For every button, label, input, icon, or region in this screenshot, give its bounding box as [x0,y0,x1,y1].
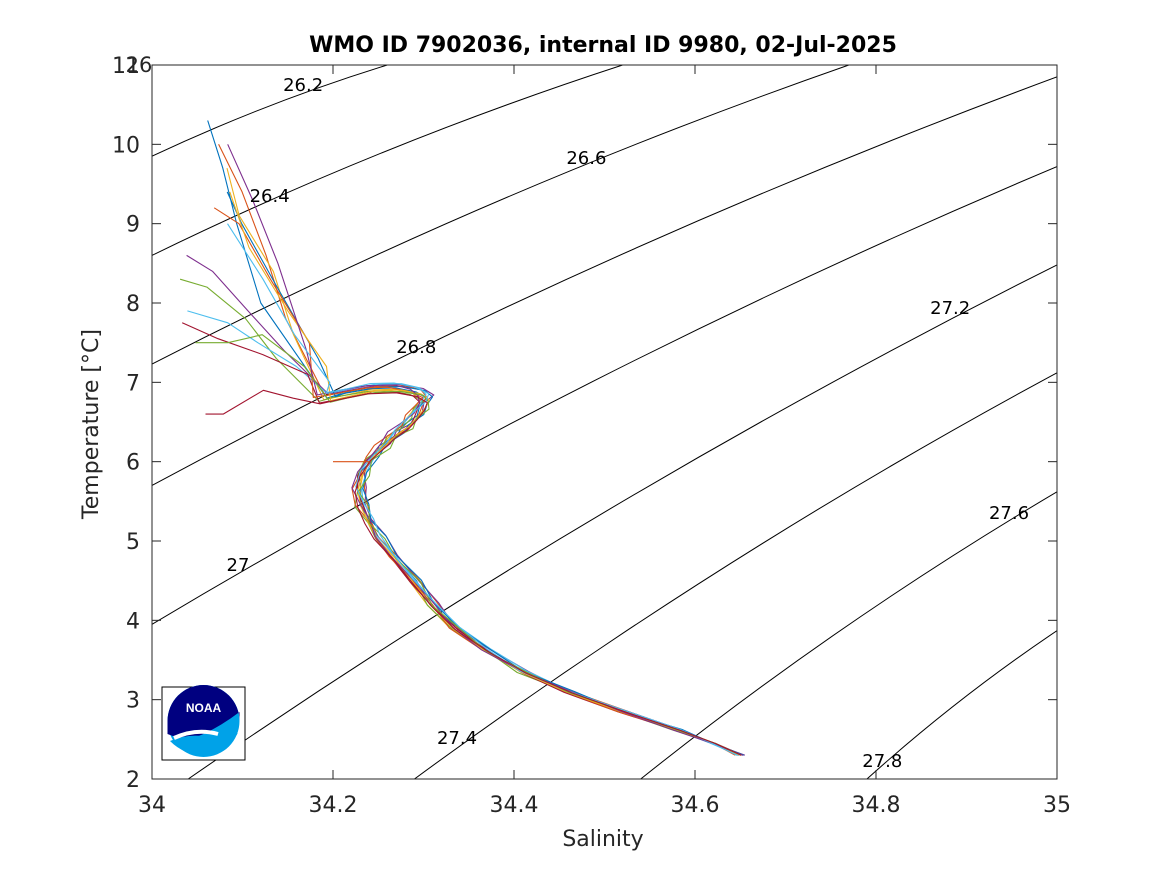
isopycnal-line-27 [152,166,1057,625]
isopycnal-label-27.4: 27.4 [437,728,477,749]
plot-frame [151,64,1058,780]
profile-line-14 [205,389,742,756]
isopycnal-line-26.4 [152,65,623,256]
isopycnal-label-27.2: 27.2 [930,298,970,319]
axis-ticks [151,64,1058,780]
isopycnal-line-26.8 [152,76,1057,486]
x-tick-label: 34.2 [309,793,358,818]
x-tick-label: 35 [1043,793,1071,818]
x-tick-labels: 34 34.2 34.4 34.6 34.8 35 [138,793,1071,818]
chart-title: WMO ID 7902036, internal ID 9980, 02-Jul… [309,33,897,58]
isopycnal-label-27: 27 [227,555,250,576]
y-tick-label: 9 [126,213,140,238]
logo-wave [170,733,238,755]
logo-circle-dark [167,685,240,738]
y-tick-label: 4 [126,609,140,634]
isopycnal-label-26.4: 26.4 [250,186,290,207]
isopycnal-label-27.6: 27.6 [989,503,1029,524]
isopycnal-line-26.6 [152,65,850,365]
isopycnal-label-26.6: 26.6 [566,148,606,169]
x-tick-label: 34.6 [671,793,720,818]
noaa-logo: NOAA [161,685,246,761]
y-tick-label: 10 [112,133,140,158]
profile-lines [179,120,745,756]
isopycnal-labels: 26.2 26.4 26.6 26.8 27 27.2 27.4 27.6 27.8 [227,75,1030,772]
y-tick-label: 3 [126,689,140,714]
top-overlap-label: 26 [126,53,153,77]
isopycnal-label-26.8: 26.8 [396,337,436,358]
x-tick-label: 34 [138,793,166,818]
isopycnal-label-26.2: 26.2 [283,75,323,96]
isopycnal-line-27.8 [866,630,1057,779]
x-axis-label: Salinity [562,827,643,852]
y-tick-label: 8 [126,292,140,317]
isopycnal-line-27.4 [414,372,1057,779]
y-tick-label: 2 [126,768,140,793]
x-tick-label: 34.8 [852,793,901,818]
y-axis-label: Temperature [°C] [79,329,104,520]
isopycnal-line-26.2 [152,65,388,157]
y-tick-label: 6 [126,451,140,476]
logo-gull [173,729,219,740]
plot-area [152,65,1057,779]
isopycnal-label-27.8: 27.8 [862,751,902,772]
profile-line-13 [227,223,738,756]
isopycnal-line-27.2 [187,264,1057,779]
logo-text: NOAA [186,701,222,715]
y-tick-label: 7 [126,371,140,396]
y-tick-label: 5 [126,530,140,555]
x-tick-label: 34.4 [490,793,539,818]
y-tick-label: 11 [112,54,140,79]
y-tick-labels: 2 3 4 5 6 7 8 9 10 11 [112,54,140,793]
